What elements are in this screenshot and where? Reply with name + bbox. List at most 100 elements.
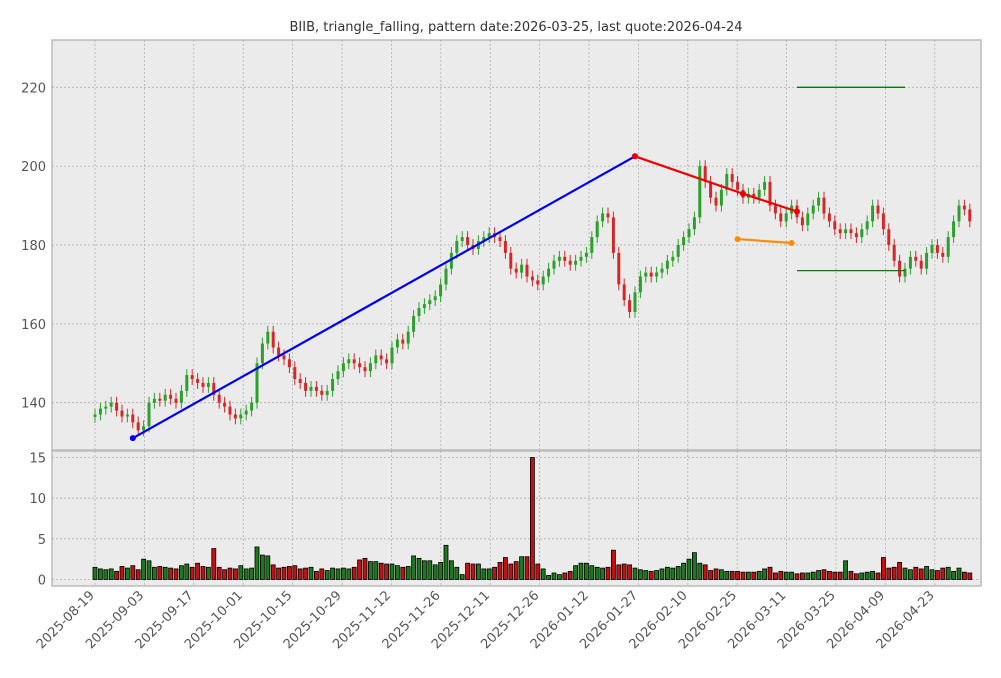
volume-bar	[103, 569, 109, 580]
volume-bar	[216, 566, 222, 580]
volume-bar	[611, 549, 616, 580]
candle-body	[228, 406, 232, 415]
candle-body	[622, 284, 626, 301]
volume-bar	[308, 566, 314, 580]
volume-bar	[114, 570, 119, 580]
volume-bar	[394, 565, 400, 580]
candle-body	[179, 390, 183, 403]
volume-bar	[367, 561, 373, 580]
volume-bar	[454, 566, 460, 580]
candle-body	[363, 367, 367, 372]
volume-bar	[632, 567, 638, 580]
candle-body	[962, 205, 966, 210]
candle-body	[903, 268, 907, 277]
volume-bar	[286, 566, 292, 580]
volume-bar	[567, 570, 573, 580]
volume-bar	[827, 570, 832, 580]
price-candles	[93, 160, 972, 437]
volume-tick-label: 15	[29, 452, 46, 467]
volume-bar	[621, 563, 627, 580]
volume-bars	[92, 457, 973, 580]
candle-body	[422, 304, 426, 309]
volume-tick-label: 5	[38, 533, 46, 548]
candle-body	[806, 213, 810, 226]
volume-bar	[659, 568, 665, 580]
candle-body	[287, 359, 291, 368]
candle-body	[395, 339, 399, 348]
pattern-point	[734, 236, 741, 243]
volume-bar	[324, 570, 330, 580]
candle-body	[136, 422, 140, 431]
candle-body	[412, 315, 416, 332]
volume-bar	[519, 556, 524, 580]
volume-bar	[713, 568, 719, 580]
volume-bar	[843, 560, 848, 580]
volume-bar	[697, 562, 703, 580]
volume-bar	[951, 570, 956, 580]
candle-body	[109, 402, 113, 407]
candle-body	[655, 272, 659, 277]
volume-bar	[313, 570, 319, 580]
candle-body	[142, 426, 146, 431]
volume-bar	[513, 561, 519, 580]
volume-bar	[351, 566, 357, 580]
candle-body	[115, 402, 119, 411]
candle-body	[93, 414, 97, 417]
candle-body	[336, 371, 340, 380]
candle-body	[536, 280, 540, 285]
candle-body	[719, 189, 723, 206]
volume-bar	[648, 570, 654, 580]
candle-body	[260, 343, 264, 364]
volume-bar	[297, 568, 303, 580]
volume-bar	[222, 569, 228, 580]
volume-bar	[902, 567, 908, 580]
candle-body	[358, 363, 362, 368]
candle-body	[628, 300, 632, 313]
candle-body	[271, 331, 275, 348]
volume-bar	[897, 562, 902, 580]
candle-body	[822, 197, 826, 214]
volume-bar	[416, 557, 422, 580]
pattern-point	[129, 435, 136, 442]
volume-bar	[746, 571, 751, 580]
candle-body	[466, 237, 470, 245]
volume-bar	[762, 568, 767, 580]
candle-body	[908, 256, 912, 269]
volume-bar	[254, 546, 260, 580]
volume-bar	[584, 562, 589, 580]
volume-bar	[929, 569, 935, 580]
volume-bar	[778, 570, 784, 580]
candle-body	[919, 260, 923, 269]
price-grid	[52, 40, 981, 450]
candle-body	[212, 382, 216, 395]
candle-body	[223, 402, 227, 407]
volume-bar	[692, 552, 697, 580]
candle-body	[509, 252, 513, 269]
candle-body	[433, 296, 437, 301]
pattern-line	[737, 237, 792, 245]
volume-bar	[459, 574, 465, 580]
candle-body	[892, 245, 896, 261]
candle-body	[768, 181, 772, 206]
price-tick-label: 220	[21, 81, 46, 96]
volume-bar	[497, 562, 503, 580]
candle-body	[925, 252, 929, 269]
candle-body	[174, 398, 178, 403]
volume-bar	[573, 565, 578, 580]
volume-bar	[886, 567, 892, 580]
volume-bar	[924, 566, 929, 580]
volume-bar	[470, 563, 476, 580]
volume-bar	[794, 573, 800, 580]
candle-body	[547, 268, 551, 277]
candle-body	[811, 205, 815, 214]
candle-body	[368, 363, 372, 372]
candle-body	[233, 414, 237, 419]
volume-bar	[400, 566, 406, 580]
candle-body	[125, 414, 129, 417]
candle-body	[779, 213, 783, 222]
candle-body	[876, 205, 880, 214]
volume-bar	[119, 566, 125, 580]
candle-body	[671, 256, 675, 261]
candle-body	[601, 213, 605, 222]
volume-bar	[945, 566, 951, 580]
